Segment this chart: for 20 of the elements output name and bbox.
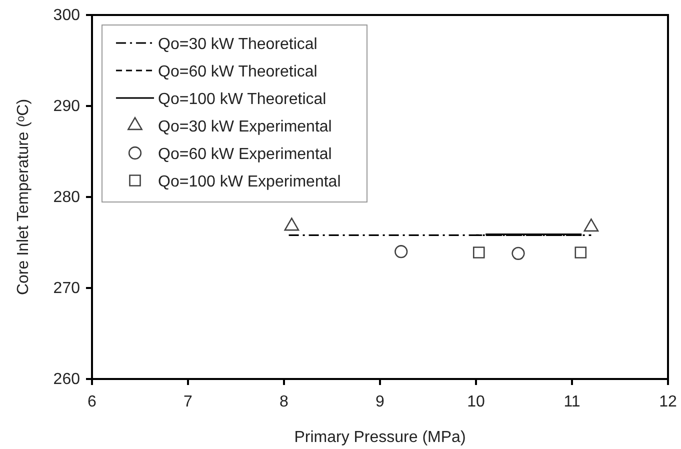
y-tick-label: 260	[53, 371, 80, 388]
x-tick-label: 9	[376, 393, 385, 410]
x-tick-label: 6	[88, 393, 97, 410]
legend-label: Qo=100 kW Theoretical	[158, 91, 326, 108]
x-tick-label: 12	[659, 393, 677, 410]
y-tick-label: 280	[53, 189, 80, 206]
legend-label: Qo=100 kW Experimental	[158, 174, 341, 190]
x-tick-label: 8	[280, 393, 289, 410]
x-tick-label: 11	[564, 393, 580, 410]
y-tick-label: 300	[53, 7, 80, 24]
y-tick-label: 290	[53, 98, 80, 116]
y-tick-label: 270	[53, 280, 80, 298]
x-axis-title: Primary Pressure (MPa)	[294, 429, 466, 446]
legend-label: Qo=60 kW Theoretical	[158, 64, 318, 80]
y-axis-title: Core Inlet Temperature (ᵒC)	[15, 98, 32, 296]
legend-label: Qo=30 kW Experimental	[158, 118, 332, 136]
x-tick-label: 10	[467, 393, 485, 410]
legend-label: Qo=60 kW Experimental	[158, 146, 332, 163]
x-tick-label: 7	[184, 393, 193, 410]
legend-label: Qo=30 kW Theoretical	[158, 36, 318, 53]
